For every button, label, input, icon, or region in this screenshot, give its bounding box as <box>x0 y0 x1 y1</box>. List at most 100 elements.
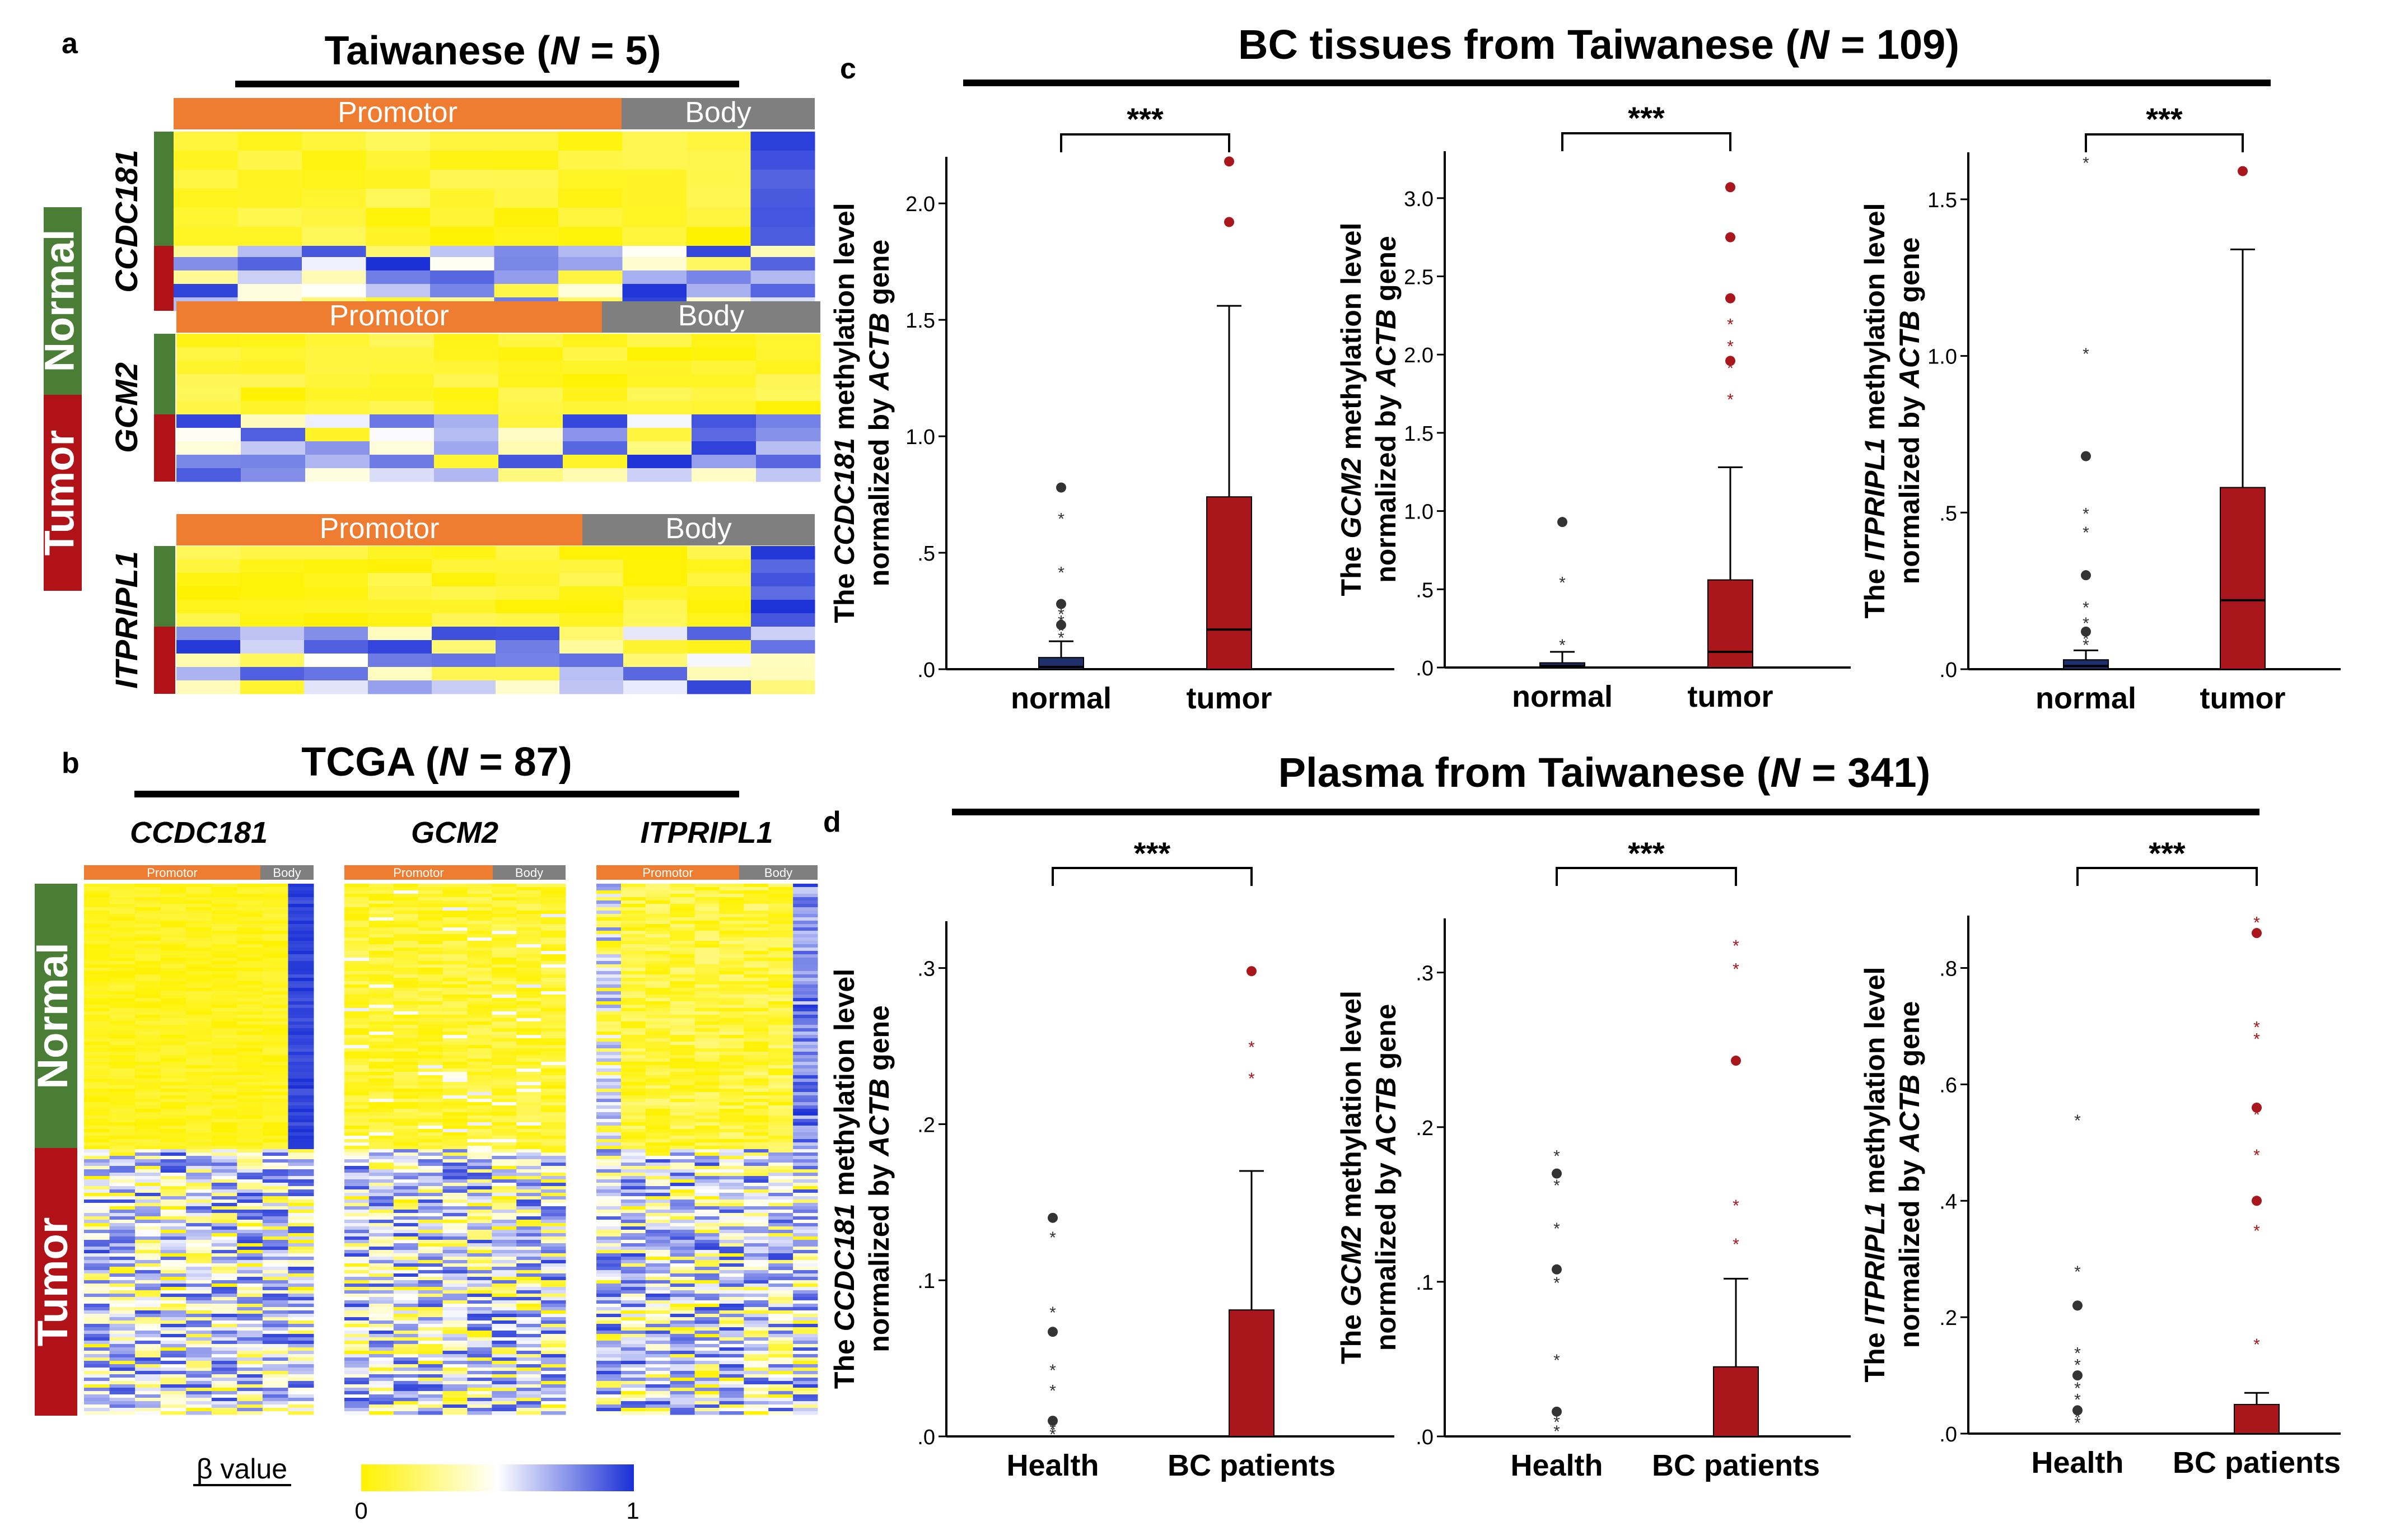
heatmap-cell <box>744 887 769 891</box>
heatmap-cell <box>418 890 443 894</box>
heatmap-cell <box>492 1210 517 1214</box>
heatmap-cell <box>84 1119 110 1123</box>
heatmap-cell <box>288 991 314 995</box>
heatmap-cell <box>211 988 237 992</box>
heatmap-cell <box>719 1092 744 1096</box>
heatmap-cell <box>694 931 720 935</box>
heatmap-cell <box>670 974 695 978</box>
heatmap-cell <box>160 1015 186 1019</box>
heatmap-cell <box>109 1398 136 1402</box>
heatmap-cell <box>237 1398 263 1402</box>
heatmap-cell <box>645 1210 671 1214</box>
heatmap-cell <box>368 1116 394 1119</box>
heatmap-cell <box>596 1005 622 1009</box>
heatmap-cell <box>418 1304 443 1308</box>
heatmap-cell <box>756 374 821 388</box>
outlier-point <box>1048 1416 1058 1426</box>
heatmap-cell <box>288 1122 314 1126</box>
heatmap-cell <box>793 1357 818 1361</box>
heatmap-cell <box>241 361 306 375</box>
heatmap-cell <box>492 1166 517 1170</box>
heatmap-cell <box>211 1048 237 1052</box>
heatmap-cell <box>368 1176 394 1180</box>
heatmap-cell <box>418 1216 443 1220</box>
heatmap-cell <box>492 1344 517 1348</box>
outlier-star: * <box>1727 390 1734 409</box>
heatmap-cell <box>467 921 492 925</box>
heatmap-cell <box>719 1361 744 1365</box>
heatmap-cell <box>541 958 566 962</box>
heatmap-cell <box>160 894 186 898</box>
heatmap-cell <box>596 991 622 995</box>
heatmap-cell <box>211 1210 237 1214</box>
heatmap-cell <box>694 1263 720 1267</box>
outlier-star: * <box>2253 1146 2260 1165</box>
heatmap-cell <box>186 1032 212 1035</box>
heatmap-cell <box>670 1206 695 1210</box>
heatmap-cell <box>84 1267 110 1271</box>
heatmap-cell <box>442 1058 468 1062</box>
heatmap-cell <box>620 1344 646 1348</box>
heatmap-cell <box>109 978 136 982</box>
y-tick-label: .3 <box>917 958 935 981</box>
heatmap-cell <box>393 984 419 988</box>
heatmap-cell <box>467 1119 492 1123</box>
heatmap-cell <box>492 1307 517 1311</box>
heatmap-cell <box>160 1317 186 1321</box>
heatmap-cell <box>262 934 288 938</box>
heatmap-cell <box>368 1032 394 1035</box>
heatmap-cell <box>492 1126 517 1130</box>
heatmap-cell <box>288 1163 314 1166</box>
heatmap-cell <box>620 884 646 888</box>
heatmap-cell <box>237 1384 263 1388</box>
heatmap-cell <box>559 546 624 560</box>
heatmap-cell <box>262 907 288 911</box>
heatmap-cell <box>670 1384 695 1388</box>
heatmap-cell <box>670 1277 695 1281</box>
heatmap-cell <box>344 958 370 962</box>
heatmap-cell <box>645 1052 671 1056</box>
heatmap-cell <box>211 884 237 888</box>
heatmap-cell <box>109 934 136 938</box>
heatmap-cell <box>768 1025 793 1029</box>
heatmap-cell <box>596 1015 622 1019</box>
heatmap-cell <box>645 1112 671 1116</box>
heatmap-cell <box>418 991 443 995</box>
heatmap-cell <box>467 904 492 908</box>
heatmap-cell <box>467 1038 492 1042</box>
heatmap-cell <box>84 1092 110 1096</box>
heatmap-cell <box>344 887 370 891</box>
heatmap-cell <box>186 1357 212 1361</box>
heatmap-cell <box>442 1317 468 1321</box>
heatmap-cell <box>670 991 695 995</box>
heatmap-cell <box>418 1032 443 1035</box>
heatmap-cell <box>186 884 212 888</box>
heatmap-cell <box>368 1408 394 1412</box>
heatmap-cell <box>492 1317 517 1321</box>
heatmap-cell <box>744 1250 769 1254</box>
heatmap-cell <box>84 1381 110 1385</box>
heatmap-cell <box>344 1287 370 1291</box>
heatmap-cell <box>645 1092 671 1096</box>
heatmap-cell <box>670 1122 695 1126</box>
heatmap-cell <box>768 1189 793 1193</box>
heatmap-cell <box>418 1334 443 1338</box>
heatmap-cell <box>368 1247 394 1250</box>
heatmap-cell <box>393 1354 419 1358</box>
heatmap-cell <box>393 1183 419 1187</box>
heatmap-cell <box>498 347 563 361</box>
heatmap-cell <box>541 1082 566 1086</box>
heatmap-cell <box>793 1068 818 1072</box>
heatmap-cell <box>744 1391 769 1395</box>
heatmap-cell <box>160 1152 186 1156</box>
significance-label: *** <box>1127 101 1164 137</box>
heatmap-cell <box>670 1270 695 1274</box>
heatmap-cell <box>645 1089 671 1093</box>
heatmap-cell <box>768 1240 793 1244</box>
heatmap-cell <box>694 1307 720 1311</box>
heatmap-cell <box>768 991 793 995</box>
heatmap-cell <box>288 1142 314 1146</box>
heatmap-cell <box>135 914 161 918</box>
heatmap-cell <box>344 937 370 941</box>
